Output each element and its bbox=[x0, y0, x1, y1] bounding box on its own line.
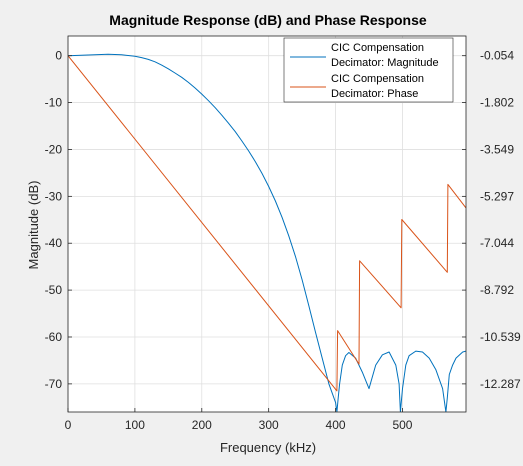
x-tick-label: 500 bbox=[392, 418, 412, 432]
y2-tick-label: -3.549 bbox=[480, 142, 514, 156]
y-tick-label: -60 bbox=[45, 330, 63, 344]
x-axis-label: Frequency (kHz) bbox=[220, 440, 316, 455]
y2-tick-label: -1.802 bbox=[480, 96, 514, 110]
y-tick-label: -10 bbox=[45, 96, 63, 110]
series-lines bbox=[68, 53, 466, 412]
legend: CIC Compensation Decimator: Magnitude CI… bbox=[283, 37, 454, 103]
y2-tick-label: -0.054 bbox=[480, 49, 514, 63]
x-tick-label: 200 bbox=[192, 418, 212, 432]
x-tick-label: 0 bbox=[65, 418, 72, 432]
legend-label-magnitude-line2: Decimator: Magnitude bbox=[331, 57, 439, 69]
x-tick-label: 400 bbox=[326, 418, 346, 432]
legend-label-phase-line1: CIC Compensation bbox=[331, 73, 424, 85]
y2-tick-label: -7.044 bbox=[480, 236, 514, 250]
legend-label-phase-line2: Decimator: Phase bbox=[331, 88, 418, 100]
legend-label-magnitude-line1: CIC Compensation bbox=[331, 42, 424, 54]
y-tick-label: -20 bbox=[45, 142, 63, 156]
magnitude-line bbox=[68, 53, 466, 412]
y-tick-label: -40 bbox=[45, 236, 63, 250]
y-tick-label: -50 bbox=[45, 283, 63, 297]
y-tick-label: -30 bbox=[45, 189, 63, 203]
y-axis-label: Magnitude (dB) bbox=[26, 181, 41, 270]
axis-ticks: 0 100 200 300 400 500 0 -10 -20 -30 -40 -50 -60 -70 -0… bbox=[45, 49, 521, 432]
chart-title: Magnitude Response (dB) and Phase Respon… bbox=[109, 12, 427, 28]
grid-lines bbox=[67, 36, 466, 412]
x-tick-label: 100 bbox=[125, 418, 145, 432]
y-tick-label: -70 bbox=[45, 377, 63, 391]
y2-tick-label: -10.539 bbox=[480, 330, 521, 344]
y2-tick-label: -12.287 bbox=[480, 377, 521, 391]
x-tick-label: 300 bbox=[259, 418, 279, 432]
legend-box bbox=[283, 37, 454, 103]
y-tick-label: 0 bbox=[55, 49, 62, 63]
axes-frame bbox=[67, 35, 467, 413]
y2-tick-label: -5.297 bbox=[480, 189, 514, 203]
phase-line bbox=[68, 55, 466, 392]
y2-tick-label: -8.792 bbox=[480, 283, 514, 297]
